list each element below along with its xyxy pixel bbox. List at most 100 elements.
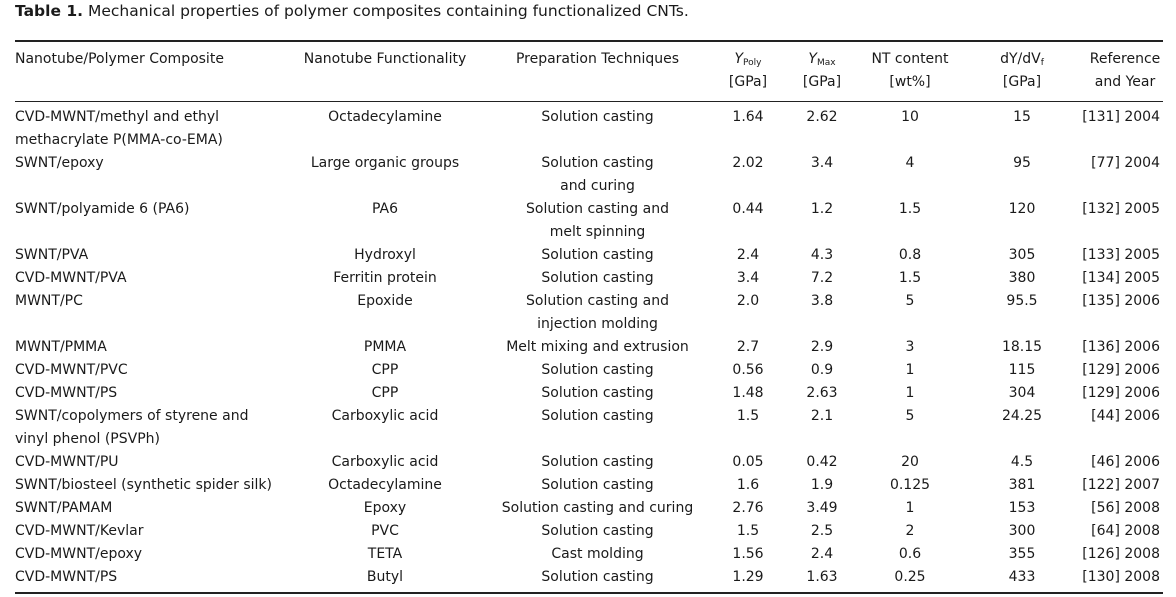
cell-composite: SWNT/polyamide 6 (PA6) bbox=[15, 201, 190, 217]
cell-technique: Solution casting bbox=[541, 477, 654, 493]
cell-ypoly: 3.4 bbox=[736, 270, 760, 286]
cell-ypoly: 1.29 bbox=[732, 569, 764, 585]
cell-ypoly: 1.48 bbox=[732, 385, 764, 401]
cell-ymax: 2.4 bbox=[810, 546, 834, 562]
cell-ref: [135] 2006 bbox=[1082, 293, 1160, 309]
cell-technique: Solution casting bbox=[541, 362, 654, 378]
header-reference: Reference bbox=[1089, 51, 1161, 67]
cell-ypoly: 1.5 bbox=[736, 408, 760, 424]
cell-nt: 2 bbox=[905, 523, 915, 539]
cell-dydv: 120 bbox=[1008, 201, 1036, 217]
cell-dydv: 300 bbox=[1008, 523, 1036, 539]
cell-technique: Solution casting and curing bbox=[501, 500, 694, 516]
cell-composite: CVD-MWNT/methyl and ethyl bbox=[15, 109, 220, 125]
header-dydv-unit: [GPa] bbox=[1002, 74, 1042, 90]
cell-ref: [132] 2005 bbox=[1082, 201, 1160, 217]
cell-nt: 3 bbox=[905, 339, 915, 355]
cell-nt: 0.25 bbox=[894, 569, 926, 585]
cell-ref: [126] 2008 bbox=[1082, 546, 1160, 562]
bottom-rule bbox=[15, 592, 1163, 594]
cell-technique: Solution casting bbox=[541, 270, 654, 286]
header-composite: Nanotube/Polymer Composite bbox=[15, 51, 224, 67]
cell-functionality: Large organic groups bbox=[310, 155, 460, 171]
header-nt-content: NT content bbox=[871, 51, 949, 67]
cell-functionality: Butyl bbox=[366, 569, 404, 585]
cell-ypoly: 1.6 bbox=[736, 477, 760, 493]
cell-dydv: 115 bbox=[1008, 362, 1036, 378]
cell-functionality: CPP bbox=[371, 385, 399, 401]
cell-ypoly: 1.64 bbox=[732, 109, 764, 125]
cell-ymax: 2.62 bbox=[806, 109, 838, 125]
cell-nt: 1 bbox=[905, 500, 915, 516]
cell-ref: [122] 2007 bbox=[1082, 477, 1160, 493]
cell-dydv: 95 bbox=[1013, 155, 1031, 171]
cell-composite: CVD-MWNT/PVA bbox=[15, 270, 127, 286]
cell-ypoly: 1.5 bbox=[736, 523, 760, 539]
cell-nt: 1 bbox=[905, 362, 915, 378]
header-ymax-unit: [GPa] bbox=[802, 74, 842, 90]
table-caption-text: Mechanical properties of polymer composi… bbox=[87, 2, 689, 20]
cell-ymax: 3.8 bbox=[810, 293, 834, 309]
header-rule bbox=[15, 101, 1163, 102]
cell-functionality: Hydroxyl bbox=[354, 247, 416, 263]
cell-nt: 4 bbox=[905, 155, 915, 171]
cell-composite: SWNT/biosteel (synthetic spider silk) bbox=[15, 477, 272, 493]
cell-dydv: 4.5 bbox=[1010, 454, 1034, 470]
cell-composite: CVD-MWNT/epoxy bbox=[15, 546, 143, 562]
cell-ref: [44] 2006 bbox=[1091, 408, 1160, 424]
cell-nt: 5 bbox=[905, 408, 915, 424]
cell-ymax: 0.9 bbox=[810, 362, 834, 378]
cell-ref: [131] 2004 bbox=[1082, 109, 1160, 125]
cell-functionality: Carboxylic acid bbox=[331, 454, 439, 470]
cell-functionality: Carboxylic acid bbox=[331, 408, 439, 424]
cell-ref: [136] 2006 bbox=[1082, 339, 1160, 355]
cell-functionality: Epoxide bbox=[357, 293, 413, 309]
cell-dydv: 433 bbox=[1008, 569, 1036, 585]
cell-ymax: 2.1 bbox=[810, 408, 834, 424]
cell-dydv: 95.5 bbox=[1006, 293, 1038, 309]
cell-ymax: 1.63 bbox=[806, 569, 838, 585]
cell-ymax: 2.5 bbox=[810, 523, 834, 539]
cell-ymax: 1.2 bbox=[810, 201, 834, 217]
cell-nt: 0.6 bbox=[898, 546, 922, 562]
cell-composite: CVD-MWNT/PU bbox=[15, 454, 119, 470]
cell-functionality: PMMA bbox=[363, 339, 407, 355]
cell-dydv: 304 bbox=[1008, 385, 1036, 401]
cell-ypoly: 2.76 bbox=[732, 500, 764, 516]
cell-composite: CVD-MWNT/PS bbox=[15, 385, 118, 401]
cell-dydv: 381 bbox=[1008, 477, 1036, 493]
cell-dydv: 355 bbox=[1008, 546, 1036, 562]
cell-ymax: 0.42 bbox=[806, 454, 838, 470]
cell-nt: 10 bbox=[901, 109, 919, 125]
cell-ref: [129] 2006 bbox=[1082, 385, 1160, 401]
cell-technique: Solution casting bbox=[541, 109, 654, 125]
cell-functionality: PA6 bbox=[371, 201, 399, 217]
cell-composite: methacrylate P(MMA-co-EMA) bbox=[15, 132, 223, 148]
cell-composite: vinyl phenol (PSVPh) bbox=[15, 431, 160, 447]
cell-nt: 1.5 bbox=[898, 270, 922, 286]
cell-functionality: TETA bbox=[367, 546, 403, 562]
cell-technique: Solution casting bbox=[541, 454, 654, 470]
top-rule bbox=[15, 40, 1163, 42]
cell-technique: Solution casting and bbox=[526, 201, 669, 217]
cell-functionality: Octadecylamine bbox=[328, 109, 442, 125]
cell-functionality: Octadecylamine bbox=[328, 477, 442, 493]
cell-ref: [134] 2005 bbox=[1082, 270, 1160, 286]
cell-composite: CVD-MWNT/Kevlar bbox=[15, 523, 144, 539]
cell-dydv: 380 bbox=[1008, 270, 1036, 286]
header-ymax: YMax bbox=[808, 51, 836, 68]
cell-technique: Solution casting bbox=[541, 385, 654, 401]
header-ypoly: YPoly bbox=[734, 51, 762, 68]
cell-functionality: PVC bbox=[371, 523, 399, 539]
cell-functionality: Ferritin protein bbox=[333, 270, 437, 286]
cell-composite: MWNT/PC bbox=[15, 293, 83, 309]
cell-dydv: 15 bbox=[1013, 109, 1031, 125]
cell-technique: Cast molding bbox=[551, 546, 644, 562]
cell-dydv: 305 bbox=[1008, 247, 1036, 263]
cell-ymax: 4.3 bbox=[810, 247, 834, 263]
cell-nt: 0.125 bbox=[889, 477, 931, 493]
cell-ymax: 3.49 bbox=[806, 500, 838, 516]
cell-ref: [129] 2006 bbox=[1082, 362, 1160, 378]
cell-composite: SWNT/epoxy bbox=[15, 155, 104, 171]
cell-nt: 5 bbox=[905, 293, 915, 309]
